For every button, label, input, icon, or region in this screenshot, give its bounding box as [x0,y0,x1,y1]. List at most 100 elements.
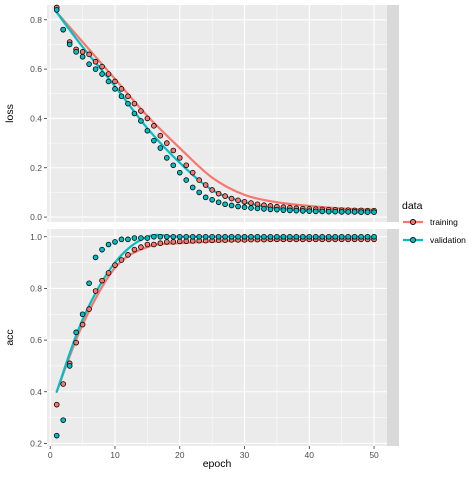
data-point-loss-validation [112,86,118,92]
data-point-acc-validation [170,233,177,240]
data-point-loss-validation [306,208,313,214]
data-point-loss-training [228,195,235,202]
data-point-acc-training [60,381,66,387]
data-point-loss-training [99,63,105,70]
x-tick-label: 0 [48,450,53,460]
legend-entry-validation: validation [403,235,466,245]
strip-acc [387,229,399,446]
data-point-acc-training [176,238,183,245]
data-point-loss-validation [345,209,351,215]
x-tick-label: 30 [240,450,250,460]
x-tick-label: 50 [369,450,379,460]
data-point-loss-validation [215,199,222,206]
data-point-loss-validation [371,209,377,215]
data-point-loss-training [241,198,248,205]
data-point-acc-validation [358,233,364,240]
data-point-loss-training [248,200,254,206]
data-point-acc-training [157,240,164,247]
data-point-acc-validation [345,233,351,240]
y-tick-label: 0.2 [30,163,42,173]
data-point-loss-validation [222,201,228,208]
data-point-loss-validation [118,93,125,100]
data-point-acc-validation [261,233,267,240]
data-point-acc-training [138,244,144,250]
data-point-loss-training [112,78,118,85]
data-point-loss-validation [209,197,215,203]
data-point-acc-validation [222,233,228,240]
data-point-acc-validation [138,235,144,241]
data-point-acc-training [164,239,170,245]
data-point-loss-validation [164,155,170,161]
data-point-loss-validation [325,208,332,215]
data-point-loss-training [215,190,222,197]
y-tick-label: 1.0 [30,232,42,242]
data-point-acc-training [131,246,138,253]
legend-label-training: training [430,217,458,227]
data-point-acc-validation [364,233,371,240]
data-point-loss-validation [144,127,151,134]
panel-background-loss [47,5,387,222]
data-point-loss-training [151,123,157,129]
panel-background-acc [47,229,387,446]
data-point-loss-validation [248,205,254,211]
data-point-loss-training [222,193,228,199]
data-point-acc-training [112,262,118,268]
data-point-loss-validation [125,100,131,107]
data-point-loss-validation [60,26,66,33]
data-point-loss-validation [358,209,364,215]
data-point-loss-validation [92,66,99,72]
data-point-loss-validation [86,61,92,67]
data-point-loss-validation [157,145,164,151]
data-point-loss-validation [99,71,105,77]
data-point-acc-validation [92,254,99,261]
data-point-loss-validation [105,78,112,85]
data-point-loss-validation [79,53,86,60]
data-point-acc-training [118,257,125,263]
data-point-loss-training [79,49,86,55]
data-point-loss-validation [131,110,138,117]
data-point-loss-validation [66,41,73,48]
x-tick-label: 10 [110,450,120,460]
x-axis-title: epoch [203,458,232,470]
panel-loss: 0.0 0.2 0.4 0.6 0.8 loss [4,4,399,222]
y-axis-title-acc: acc [4,329,16,345]
data-point-loss-training [189,169,196,176]
y-tick-label: 0.8 [30,283,42,293]
y-tick-label: 0.4 [30,387,42,397]
data-point-loss-validation [267,206,274,213]
legend-entry-training: training [403,217,458,227]
data-point-acc-validation [105,241,112,248]
data-point-loss-validation [183,177,190,183]
data-point-loss-validation [235,203,241,210]
data-point-loss-training [86,51,92,58]
data-point-loss-validation [73,49,79,55]
data-point-acc-validation [60,417,66,423]
data-point-acc-validation [351,233,358,240]
data-point-acc-validation [79,311,86,318]
data-point-acc-training [92,288,99,294]
data-point-loss-validation [53,7,60,13]
smooth-line-loss-training [55,11,376,211]
data-point-loss-validation [254,205,261,212]
data-point-acc-validation [293,233,300,240]
data-point-loss-training [138,108,144,114]
data-point-loss-training [170,147,177,154]
data-point-acc-training [99,277,105,284]
data-point-acc-validation [228,233,235,240]
data-point-acc-validation [235,233,241,240]
data-point-loss-validation [261,206,267,212]
data-point-acc-validation [125,236,131,243]
data-point-acc-validation [176,233,183,240]
smooth-line-acc-training [55,238,376,393]
data-point-acc-validation [371,233,377,240]
data-point-loss-training [105,71,112,77]
data-point-loss-validation [280,207,287,213]
data-point-loss-validation [202,194,209,201]
data-point-acc-validation [248,233,254,240]
data-point-loss-validation [170,162,177,169]
x-tick-label: 20 [175,450,185,460]
data-point-acc-validation [209,233,215,240]
data-point-acc-validation [319,233,326,240]
